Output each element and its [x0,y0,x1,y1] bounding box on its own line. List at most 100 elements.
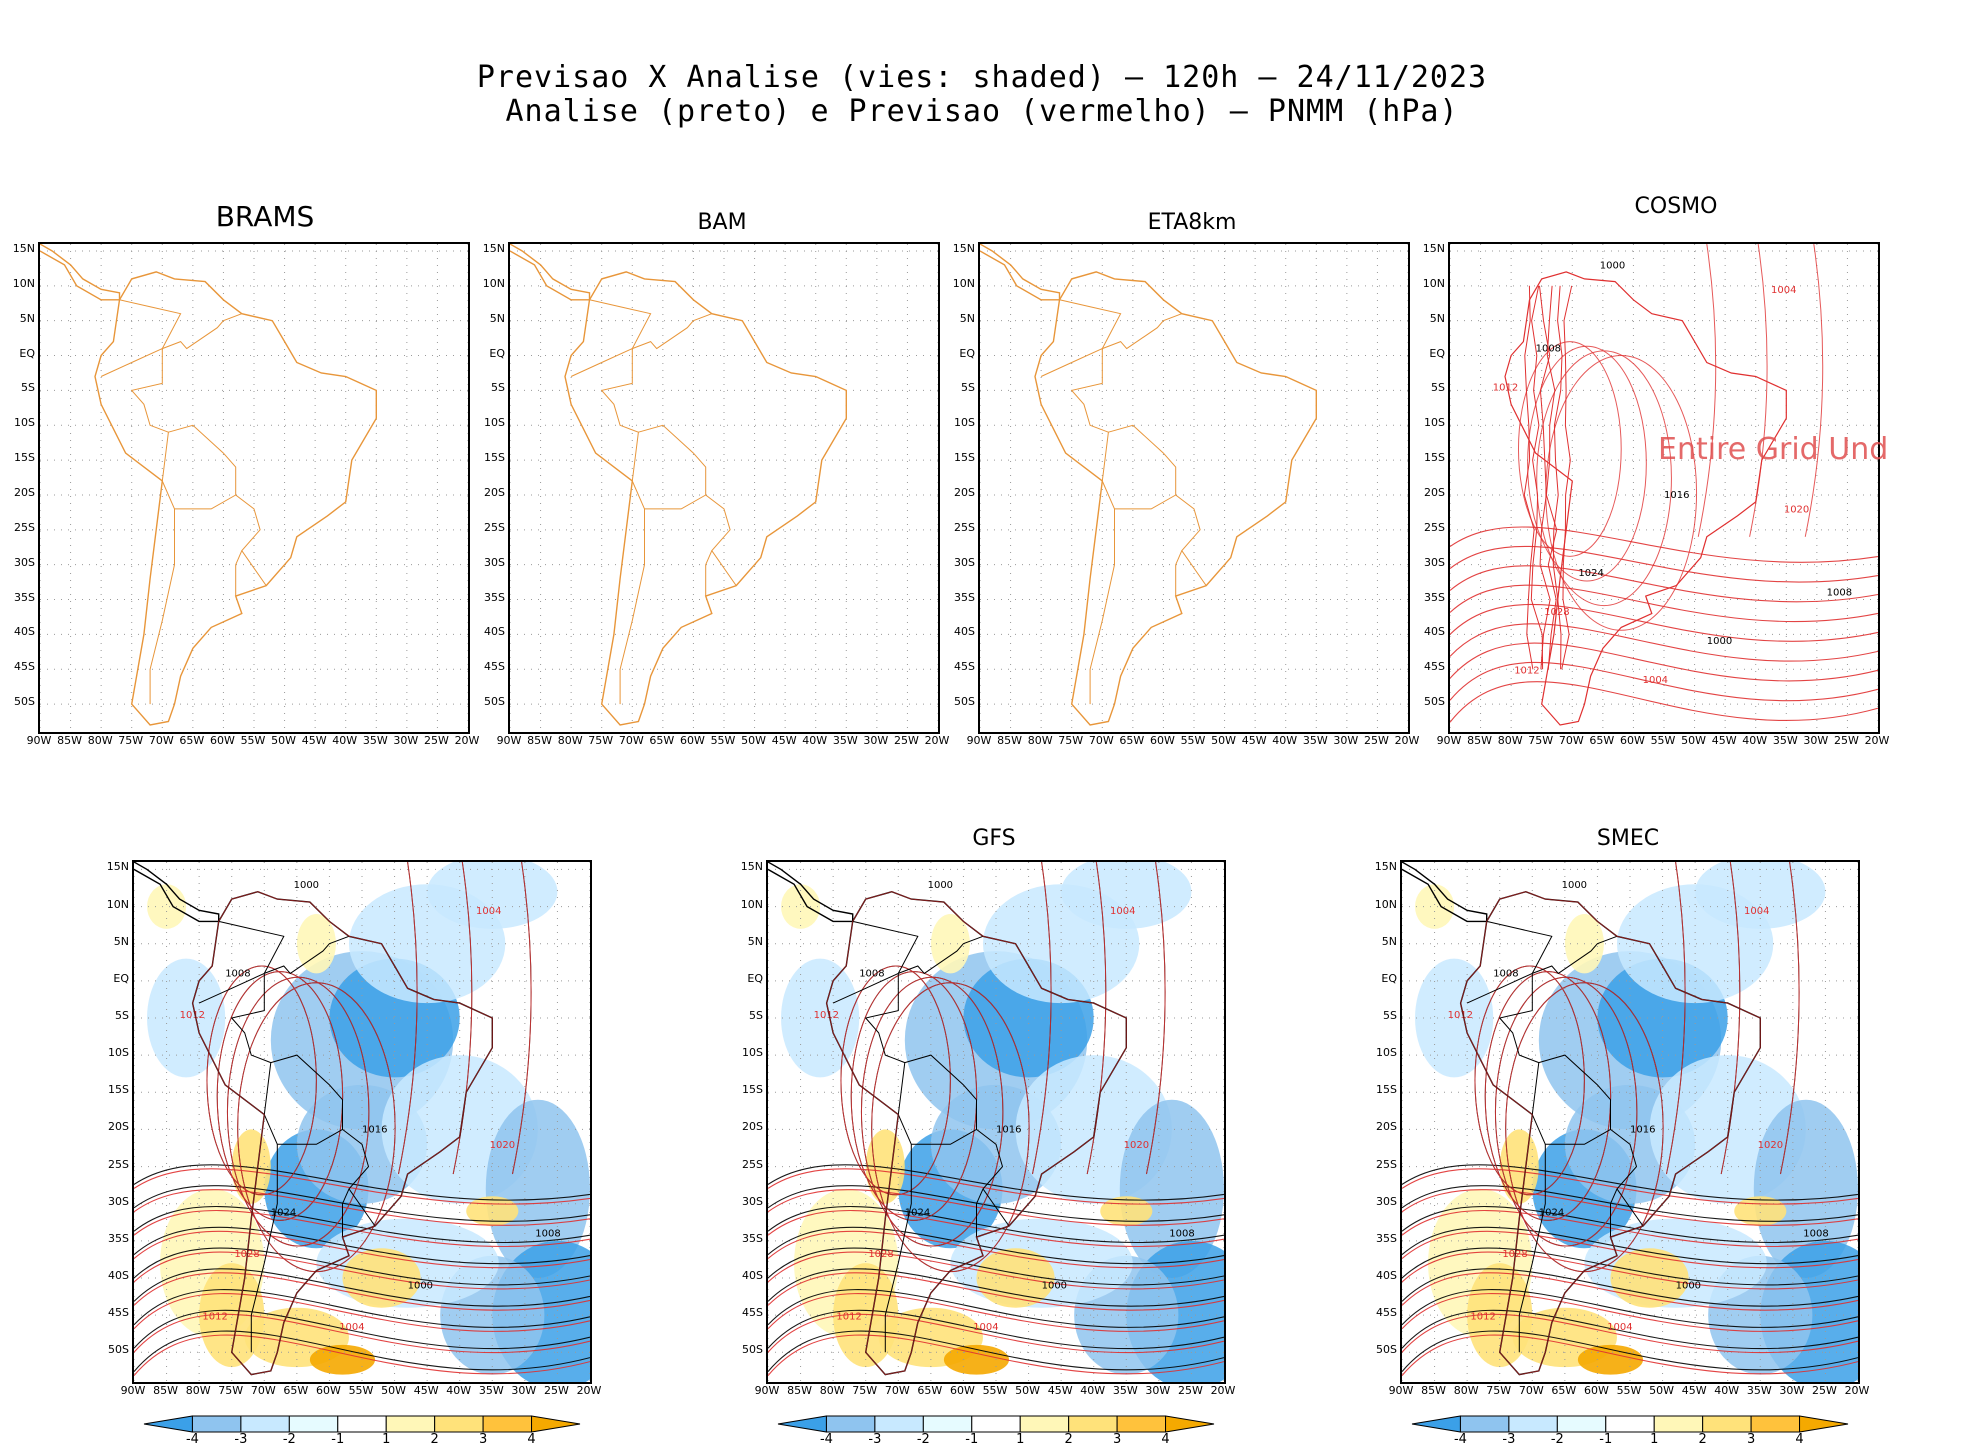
lon-tick-label: 85W [997,734,1022,747]
lat-tick-label: 25S [742,1157,763,1171]
lon-tick-label: 80W [1497,734,1523,747]
svg-text:1008: 1008 [1169,1228,1194,1239]
lon-tick-label: 75W [1486,1384,1512,1397]
lon-tick-label: 65W [283,1384,309,1397]
lon-tick-label: 65W [1589,734,1615,747]
lon-tick-label: 20W [1864,734,1890,747]
panel-title-eta8km: ETA8km [1147,210,1237,235]
lat-tick-label: 30S [1376,1194,1397,1208]
lon-tick-label: 60W [679,734,705,747]
lat-tick-label: 40S [1424,625,1445,639]
lat-tick-label: 5N [19,311,35,325]
colorbar-segment [1116,1415,1167,1433]
lon-tick-label: 30W [511,1384,537,1397]
svg-text:1012: 1012 [814,1010,839,1021]
svg-text:1004: 1004 [973,1322,998,1333]
lon-tick-label: 50W [1015,1384,1040,1397]
lat-tick-label: 30S [742,1194,763,1208]
lat-tick-label: 15S [1376,1083,1397,1097]
main-title-line2: Analise (preto) e Previsao (vermelho) – … [505,94,1459,129]
lon-tick-label: 45W [1047,1384,1073,1397]
lon-tick-label: 80W [1027,734,1053,747]
colorbar-segment [191,1415,242,1433]
lon-tick-label: 70W [148,734,174,747]
lat-tick-label: 20S [484,485,505,499]
lon-tick-label: 20W [1394,734,1420,747]
svg-text:1012: 1012 [1514,665,1539,676]
lon-tick-label: 45W [301,734,327,747]
colorbar-segment [1019,1415,1070,1433]
lat-tick-label: 10N [12,276,35,290]
lat-tick-label: 5N [489,311,505,325]
lat-tick-label: 10S [1376,1046,1397,1060]
lon-tick-label: 90W [1436,734,1462,747]
lon-tick-label: 60W [949,1384,975,1397]
colorbar-tick-label: 2 [1064,1432,1073,1447]
colorbar-segment [385,1415,436,1433]
lon-tick-label: 45W [1241,734,1267,747]
colorbar-segment [1411,1415,1461,1433]
map-canvas: 1000100410081012101610201024102810001004… [134,862,590,1382]
colorbar-segment [1068,1415,1118,1433]
svg-text:1024: 1024 [1539,1208,1564,1219]
lon-tick-label: 30W [393,734,419,747]
lon-tick-label: 80W [185,1384,211,1397]
lon-tick-label: 20W [454,734,480,747]
lon-tick-label: 80W [87,734,113,747]
colorbar-tick-label: -1 [1599,1432,1613,1447]
lon-tick-label: 90W [754,1384,780,1397]
lon-tick-label: 70W [1088,734,1114,747]
colorbar-segment [337,1415,387,1433]
lon-tick-label: 80W [819,1384,845,1397]
lat-tick-label: 5N [1381,934,1397,948]
lat-tick-label: 15N [952,241,975,255]
lat-tick-label: 5S [115,1009,129,1022]
lon-tick-label: 65W [649,734,675,747]
lon-tick-label: 70W [884,1384,910,1397]
lat-tick-label: 40S [1376,1269,1397,1282]
colorbar-segment [482,1415,533,1433]
lon-tick-label: 25W [1833,734,1859,747]
colorbar-tick-label: -2 [1550,1432,1564,1447]
lat-tick-label: 15N [1422,241,1445,255]
svg-text:1000: 1000 [1676,1280,1701,1291]
lat-tick-label: EQ [1429,346,1445,360]
colorbar-segment [1799,1415,1849,1433]
colorbar-segment [1459,1415,1510,1433]
map-canvas: 1000100410081012101610201024102810001004… [1402,862,1858,1382]
map-canvas: 1000100410081012101610201024102810001004… [768,862,1224,1382]
colorbar-segment [434,1415,484,1433]
map-canvas [980,244,1408,732]
lon-tick-label: 50W [1649,1384,1674,1397]
lat-tick-label: 35S [954,590,975,604]
svg-text:1004: 1004 [339,1322,364,1333]
lon-tick-label: 50W [1681,734,1706,747]
lon-tick-label: 40W [1714,1384,1740,1397]
svg-text:1012: 1012 [1470,1312,1495,1323]
lon-tick-label: 30W [1145,1384,1171,1397]
lat-tick-label: 15S [108,1083,129,1097]
lat-tick-label: 50S [742,1343,763,1357]
svg-text:1000: 1000 [294,880,319,891]
colorbar-tick-label: 3 [1112,1432,1122,1447]
lat-tick-label: 15S [14,451,35,465]
lat-tick-label: 45S [742,1306,763,1320]
colorbar-tick-label: 1 [1650,1432,1659,1447]
lat-tick-label: EQ [19,346,35,360]
lat-tick-label: 5S [1383,1009,1397,1022]
lon-tick-label: 65W [179,734,205,747]
svg-text:1016: 1016 [996,1124,1021,1135]
lat-tick-label: 5N [747,934,763,948]
panel-title-brams: BRAMS [215,200,315,233]
lon-tick-label: 20W [924,734,950,747]
lon-tick-label: 75W [588,734,614,747]
svg-text:1008: 1008 [1803,1228,1828,1239]
lat-tick-label: EQ [489,346,505,360]
lat-tick-label: 40S [742,1269,763,1282]
lon-tick-label: 35W [832,734,858,747]
svg-text:1000: 1000 [1600,260,1625,271]
lat-tick-label: 10S [14,416,35,430]
svg-text:1024: 1024 [1578,568,1603,579]
map-panel-eta8km [978,242,1410,734]
colorbar-segment [971,1415,1021,1433]
